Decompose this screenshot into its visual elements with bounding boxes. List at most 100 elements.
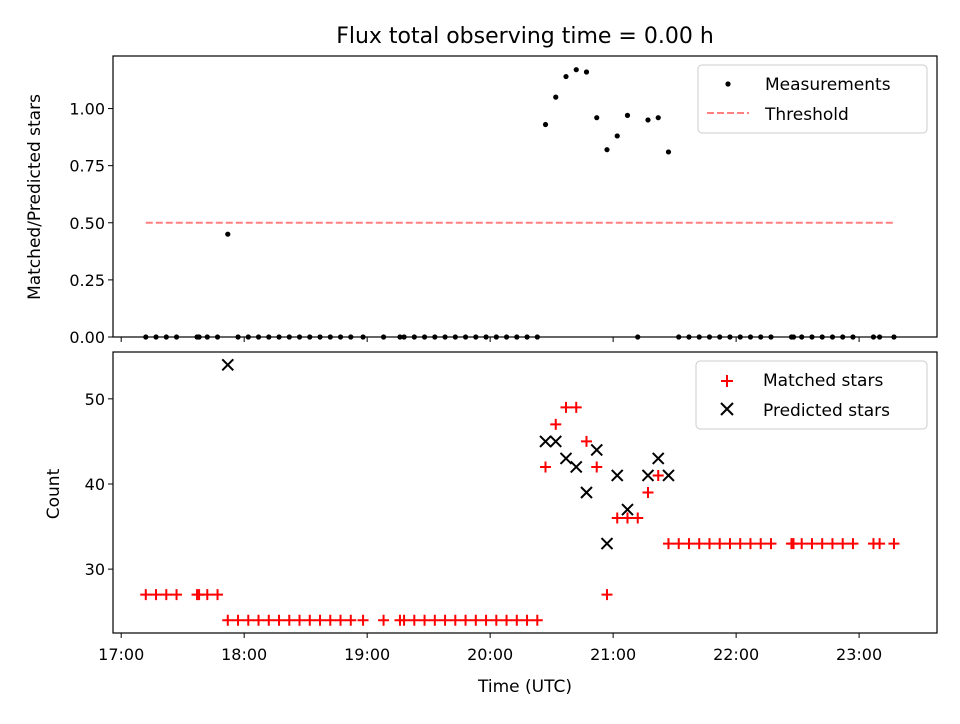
predicted-star-point [549,435,562,448]
bottom-x-tick-label: 22:00 [713,645,759,664]
matched-star-point [591,461,603,473]
top-plot-frame [112,55,938,338]
predicted-star-point [641,469,655,482]
bottom-y-axis-label: Count [44,468,64,519]
matched-star-point [837,538,849,550]
top-y-tick-label: 1.00 [69,100,105,119]
bottom-y-tick-label: 30 [85,560,105,579]
top-plot-marks [143,67,897,340]
matched-star-point [419,614,431,626]
matched-star-point [449,614,461,626]
legend-predicted-marker [720,402,734,416]
measurement-point [624,112,631,118]
matched-star-point [160,589,172,601]
matched-star-point [744,538,756,550]
predicted-star-point [580,486,593,499]
legend-predicted-label: Predicted stars [763,401,890,421]
predicted-star-point [221,358,234,371]
matched-star-point [580,435,592,447]
matched-star-point [253,614,265,626]
matched-star-point [714,538,726,550]
predicted-star-point [662,469,675,482]
legend-measurements-label: Measurements [765,75,891,95]
matched-star-point [429,614,441,626]
matched-star-point [826,538,838,550]
matched-star-point [314,614,326,626]
matched-star-point [378,614,390,626]
matched-star-point [703,538,715,550]
top-y-tick-label: 0.75 [69,157,105,176]
top-y-tick-label: 0.50 [69,214,105,233]
matched-star-point [283,614,295,626]
predicted-star-point [570,460,583,474]
matched-star-point [642,487,654,498]
top-y-tick-label: 0.00 [69,328,105,347]
matched-star-point [357,614,369,626]
matched-star-point [816,538,828,550]
matched-star-point [662,538,674,550]
matched-star-point [521,614,533,626]
matched-star-point [232,614,244,626]
matched-star-point [755,538,767,550]
measurement-point [573,67,579,73]
matched-star-point [460,614,472,626]
measurement-point [655,115,661,121]
legend-matched-label: Matched stars [763,371,883,391]
matched-star-point [531,614,543,626]
predicted-star-point [590,443,603,457]
matched-star-point [693,538,705,550]
bottom-x-tick-label: 21:00 [590,645,636,664]
matched-star-point [490,614,502,626]
matched-star-point [408,614,420,626]
measurement-point [594,115,600,121]
bottom-legend: Matched stars Predicted stars [695,360,928,430]
matched-star-point [724,538,736,550]
top-legend-box [697,64,928,134]
top-axis-ticks: 0.00 0.25 0.50 0.75 1.00 [69,100,860,347]
bottom-axis-ticks: 17:00 18:00 19:00 20:00 21:00 22:00 23:00 30 40 5… [85,390,883,664]
bottom-x-tick-label: 18:00 [221,645,267,664]
bottom-x-tick-label: 20:00 [467,645,513,664]
matched-star-point [796,538,808,550]
matched-star-point [874,538,886,550]
matched-star-point [765,538,777,550]
bottom-y-tick-label: 50 [85,390,105,409]
matched-star-point [439,614,451,626]
matched-star-point [324,614,336,626]
matched-star-point [140,589,152,601]
matched-star-point [734,538,746,550]
matched-star-point [480,614,492,626]
matched-star-point [560,401,572,413]
matched-star-point [150,589,162,601]
matched-star-point [273,614,285,626]
measurement-point [583,69,590,75]
matched-star-point [335,614,347,626]
matched-star-point [550,418,562,430]
predicted-star-point [611,469,624,482]
top-chart-title: Flux total observing time = 0.00 h [336,24,714,49]
bottom-x-tick-label: 17:00 [98,645,144,664]
legend-measurements-marker [725,81,731,87]
measurement-point [542,121,549,128]
matched-star-point [847,538,859,550]
legend-threshold-label: Threshold [764,105,849,125]
measurement-point [614,133,620,139]
measurement-point [604,147,610,153]
measurement-point [553,94,559,100]
bottom-y-tick-label: 40 [85,475,105,494]
predicted-star-point [621,503,634,516]
matched-star-point [601,589,613,601]
top-y-tick-label: 0.25 [69,271,105,290]
bottom-legend-box [695,360,928,430]
matched-star-point [222,614,234,626]
matched-star-point [888,538,900,550]
top-legend: Measurements Threshold [697,64,928,134]
matched-star-point [570,401,582,413]
bottom-x-axis-label: Time (UTC) [477,677,572,697]
matched-star-point [171,589,183,601]
matched-star-point [470,614,482,626]
matched-star-point [511,614,523,626]
matched-star-point [304,614,316,626]
bottom-x-tick-label: 19:00 [344,645,390,664]
